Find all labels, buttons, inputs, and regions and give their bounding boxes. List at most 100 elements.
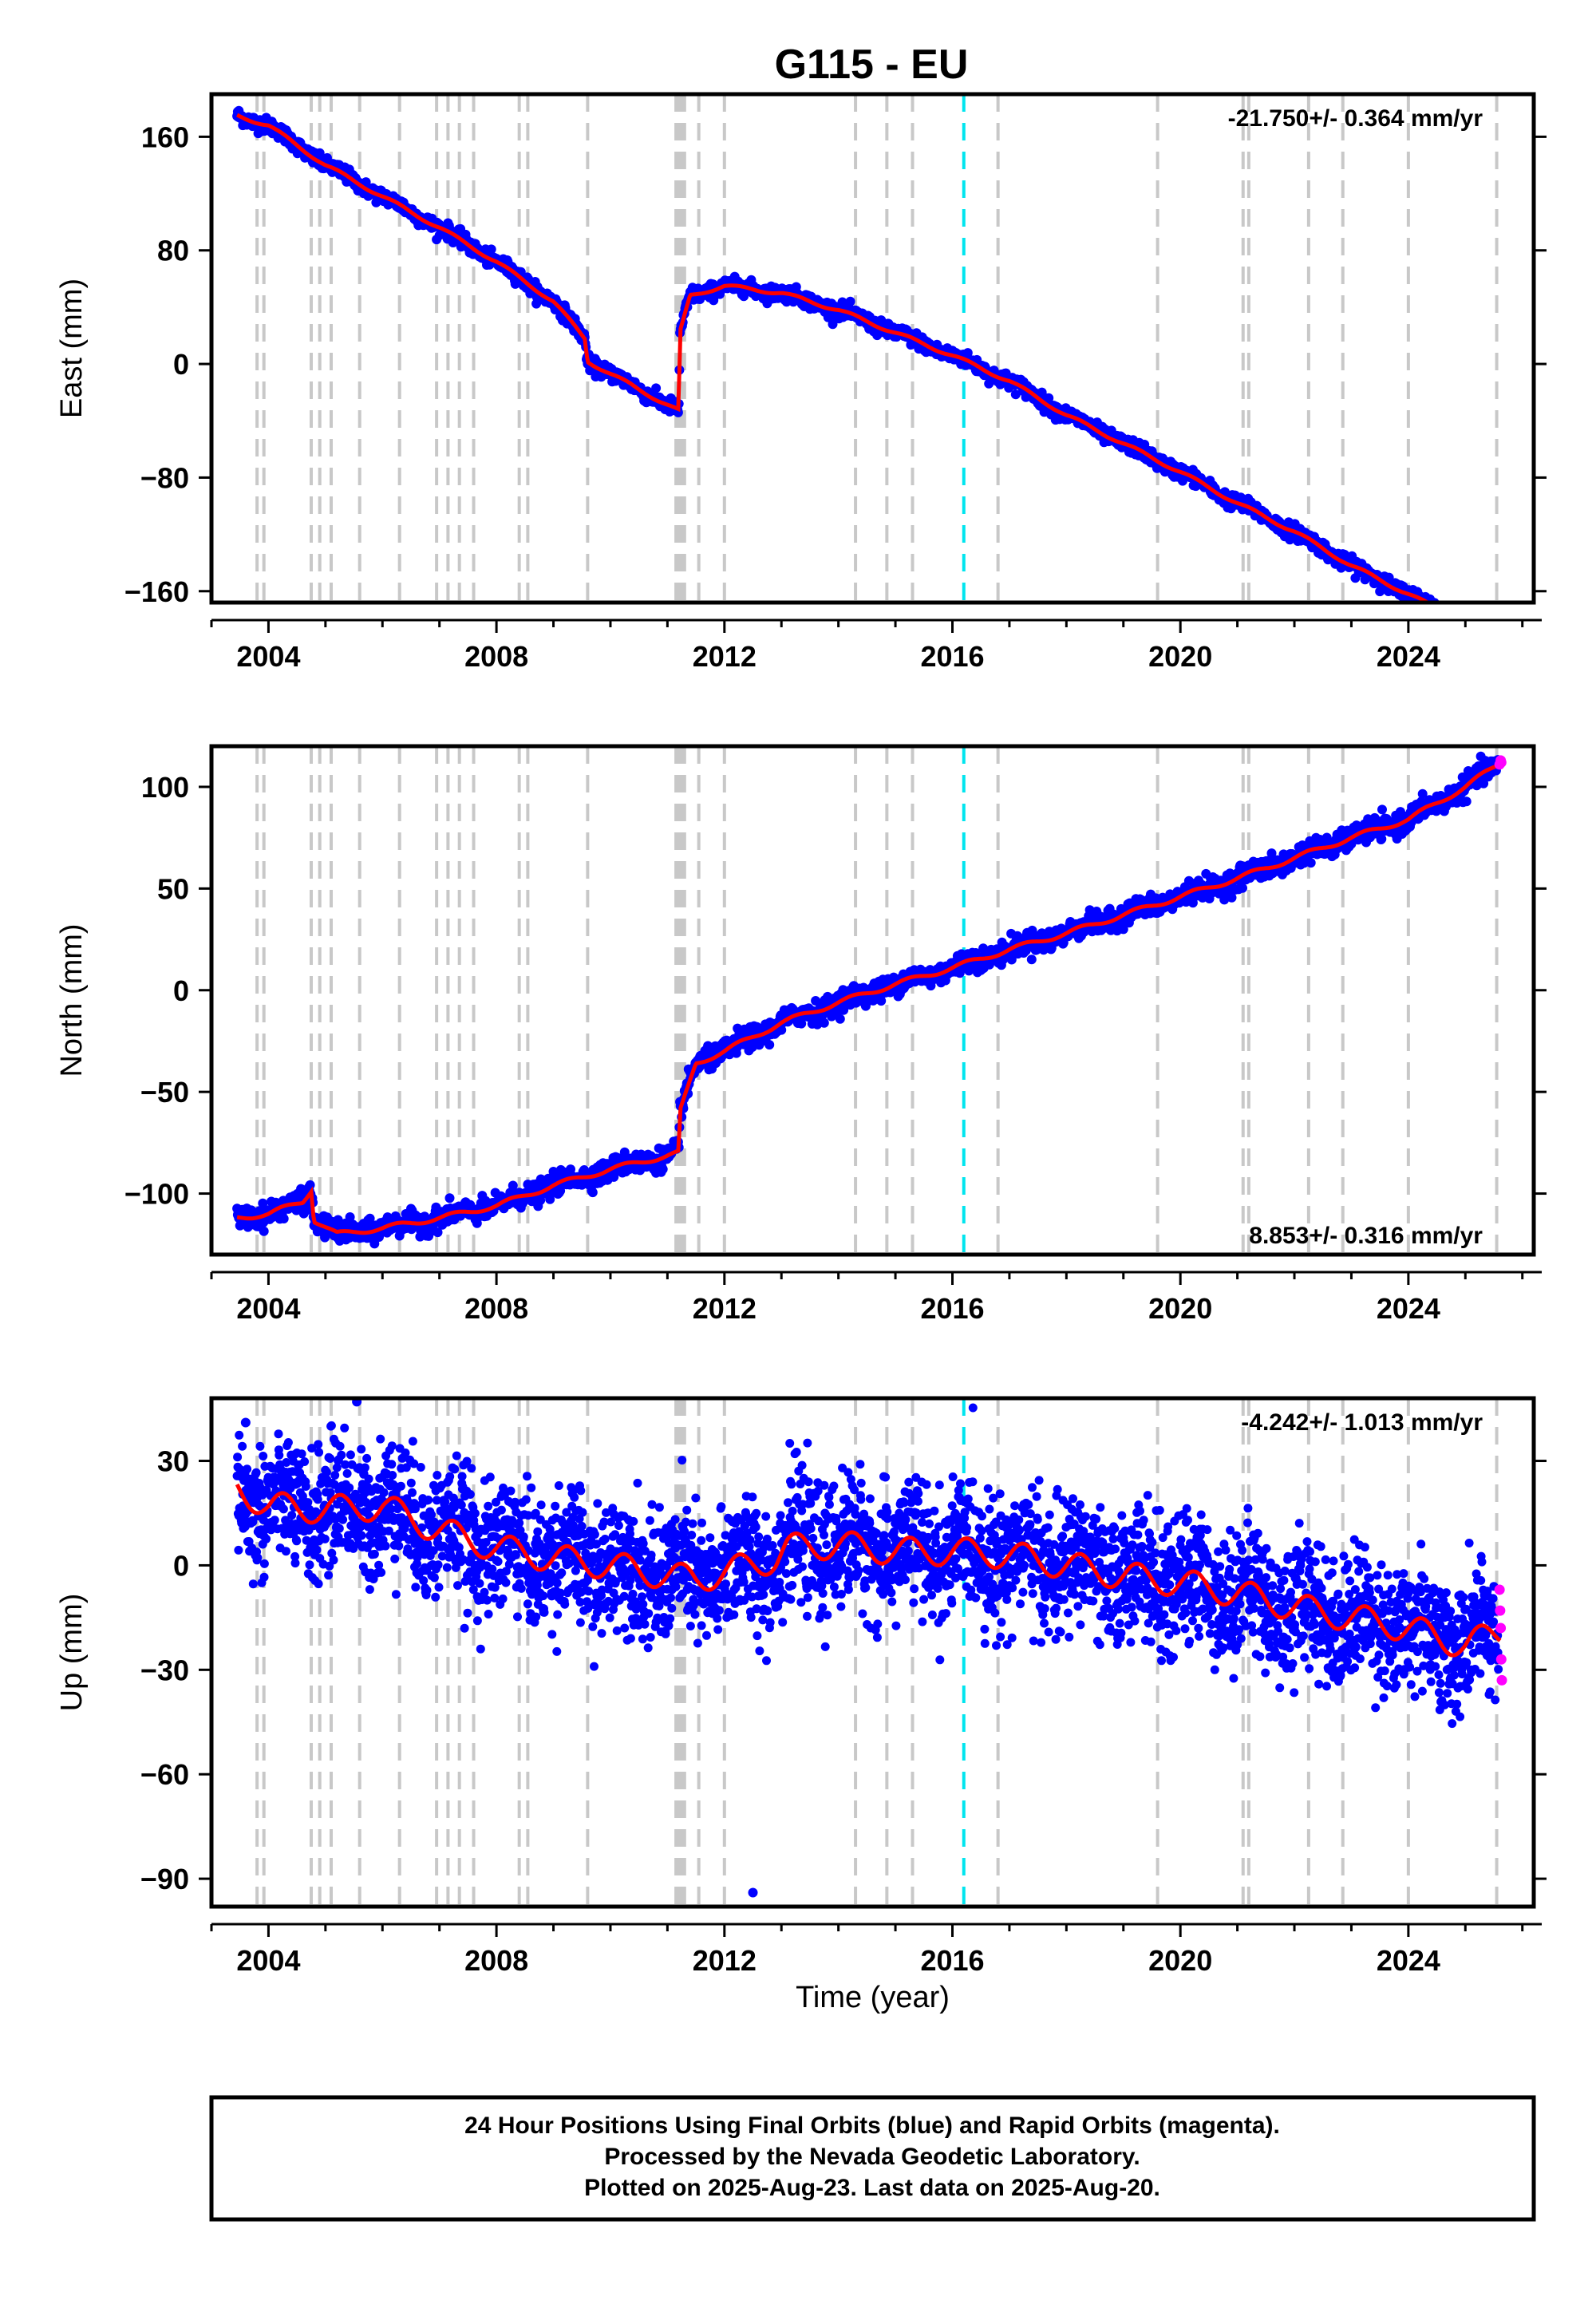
data-point (324, 1571, 334, 1580)
model-line (236, 113, 1432, 603)
data-point (267, 1525, 276, 1535)
data-point (305, 1560, 314, 1570)
data-point (235, 1430, 244, 1440)
data-point (1494, 642, 1503, 652)
data-point (1474, 622, 1483, 631)
data-point (1430, 605, 1440, 615)
data-point (292, 1536, 302, 1546)
data-point (342, 1468, 352, 1478)
y-tick-label: 50 (157, 872, 189, 905)
data-point (1238, 883, 1247, 893)
data-point (1461, 796, 1472, 807)
data-point (1441, 604, 1451, 614)
plot-area (232, 94, 1507, 652)
data-point (1478, 621, 1487, 630)
data-point (1478, 623, 1487, 633)
data-point (332, 1463, 342, 1472)
data-point (274, 1429, 283, 1439)
data-point (1453, 622, 1463, 631)
y-tick-label: −160 (124, 575, 189, 608)
rapid-point (1496, 638, 1507, 649)
data-point (346, 1450, 355, 1460)
plot-area (232, 746, 1507, 1255)
data-point (1426, 606, 1436, 615)
data-point (1424, 603, 1434, 613)
data-point (337, 1450, 346, 1460)
data-point (259, 1572, 269, 1582)
data-point (1454, 618, 1464, 627)
data-point (1484, 629, 1494, 638)
data-point (338, 1515, 348, 1524)
data-point (1483, 635, 1492, 645)
data-point (1490, 641, 1499, 650)
y-tick-label: 80 (157, 235, 189, 267)
data-point (281, 1547, 290, 1556)
data-point (327, 1548, 337, 1558)
x-tick-label: 2016 (920, 640, 984, 673)
data-point (1475, 625, 1484, 634)
model-line (236, 762, 1501, 1235)
data-point (1472, 623, 1482, 633)
x-tick-label: 2012 (693, 640, 757, 673)
data-point (341, 1460, 350, 1469)
data-point (301, 1482, 310, 1491)
x-tick-label: 2024 (1377, 1292, 1440, 1325)
east-panel: 2004 2008 2012 2016 2020 2024160800−80−160Eas… (55, 92, 1547, 673)
data-point (1484, 629, 1494, 638)
data-point (486, 244, 496, 255)
data-point (1476, 625, 1485, 634)
data-point (658, 1164, 668, 1174)
rapid-orbit-points (1495, 636, 1507, 650)
data-point (345, 1483, 354, 1492)
data-point (1266, 848, 1277, 859)
x-tick-label: 2012 (693, 1292, 757, 1325)
data-point (282, 1458, 291, 1467)
data-point (1452, 622, 1461, 632)
data-point (1227, 892, 1237, 903)
data-point (290, 1551, 300, 1561)
data-point (326, 1454, 335, 1463)
y-tick-label: −50 (140, 1076, 189, 1109)
data-point (248, 1579, 258, 1589)
y-tick-label: 100 (141, 771, 189, 804)
data-point (1424, 604, 1434, 614)
data-point (1492, 638, 1502, 648)
data-point (1431, 609, 1440, 619)
data-point (811, 996, 821, 1006)
data-point (279, 1377, 287, 1385)
data-point (1462, 622, 1472, 631)
data-point (340, 1423, 350, 1433)
data-point (1470, 614, 1479, 623)
data-point (369, 1239, 380, 1249)
rapid-point (1495, 757, 1507, 768)
data-point (1487, 641, 1496, 650)
data-point (314, 1579, 323, 1589)
data-point (330, 1471, 340, 1480)
data-point (334, 1524, 344, 1533)
data-point (1474, 624, 1483, 634)
data-point (1377, 804, 1387, 815)
data-point (303, 1498, 313, 1508)
data-point (1443, 611, 1452, 620)
y-tick-label: 0 (173, 974, 189, 1007)
data-point (314, 1440, 323, 1449)
data-point (835, 1014, 845, 1024)
data-point (1485, 631, 1495, 641)
data-point (1476, 622, 1486, 631)
data-point (845, 296, 855, 306)
data-point (255, 1441, 265, 1451)
data-point (345, 1212, 355, 1222)
x-tick-label: 2008 (464, 1292, 528, 1325)
data-point (234, 1545, 243, 1555)
north-panel: 2004 2008 2012 2016 2020 2024100500−50−100Nor… (55, 744, 1547, 1325)
data-point (320, 1534, 330, 1543)
data-point (259, 1559, 269, 1568)
data-point (335, 1441, 345, 1451)
data-point (1477, 633, 1487, 642)
data-point (1468, 623, 1477, 633)
data-point (1006, 954, 1017, 965)
data-point (233, 1452, 243, 1462)
data-point (1486, 636, 1495, 646)
figure-title: G115 - EU (775, 41, 969, 88)
